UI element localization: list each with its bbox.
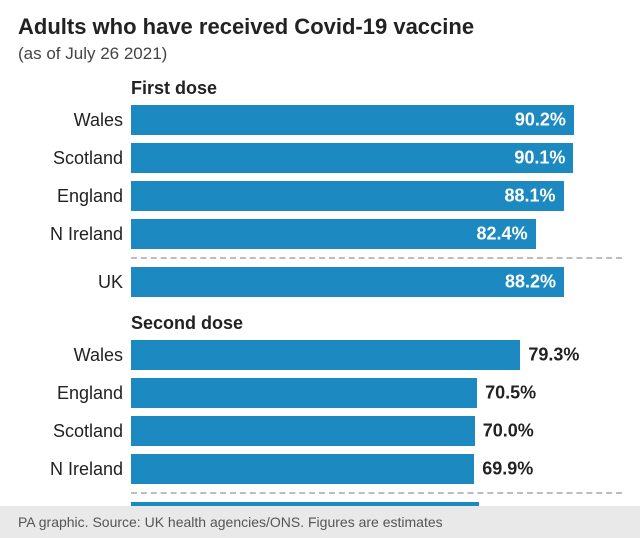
bar-value: 70.0% bbox=[483, 421, 534, 442]
bar-row: N Ireland 69.9% bbox=[18, 452, 622, 486]
bar-track: 70.5% bbox=[131, 378, 622, 408]
bar-fill bbox=[131, 340, 520, 370]
chart-footer: PA graphic. Source: UK health agencies/O… bbox=[0, 506, 640, 538]
bar-value: 88.2% bbox=[505, 272, 556, 293]
chart-container: Adults who have received Covid-19 vaccin… bbox=[0, 0, 640, 538]
bar-track: 88.2% bbox=[131, 267, 622, 297]
row-label: N Ireland bbox=[18, 459, 131, 480]
chart-subtitle: (as of July 26 2021) bbox=[18, 44, 622, 64]
bar-value: 79.3% bbox=[528, 345, 579, 366]
bar-value: 90.1% bbox=[514, 148, 565, 169]
section-divider bbox=[131, 257, 622, 259]
section-heading: Second dose bbox=[131, 313, 622, 334]
row-label: N Ireland bbox=[18, 224, 131, 245]
bar-fill: 82.4% bbox=[131, 219, 536, 249]
bar-fill: 90.2% bbox=[131, 105, 574, 135]
row-label: England bbox=[18, 186, 131, 207]
chart-title: Adults who have received Covid-19 vaccin… bbox=[18, 14, 622, 40]
bar-track: 90.1% bbox=[131, 143, 622, 173]
bar-track: 90.2% bbox=[131, 105, 622, 135]
bar-track: 82.4% bbox=[131, 219, 622, 249]
bar-fill: 88.2% bbox=[131, 267, 564, 297]
bar-fill bbox=[131, 416, 475, 446]
bar-value: 88.1% bbox=[505, 186, 556, 207]
bar-row: England 70.5% bbox=[18, 376, 622, 410]
section-divider bbox=[131, 492, 622, 494]
bar-row: Wales 79.3% bbox=[18, 338, 622, 372]
bar-fill: 90.1% bbox=[131, 143, 573, 173]
bar-row: Scotland 90.1% bbox=[18, 141, 622, 175]
bar-value: 69.9% bbox=[482, 459, 533, 480]
bar-fill: 88.1% bbox=[131, 181, 564, 211]
row-label: Wales bbox=[18, 345, 131, 366]
bar-row: Scotland 70.0% bbox=[18, 414, 622, 448]
bar-track: 88.1% bbox=[131, 181, 622, 211]
bar-track: 69.9% bbox=[131, 454, 622, 484]
row-label: England bbox=[18, 383, 131, 404]
bar-value: 82.4% bbox=[477, 224, 528, 245]
bar-fill bbox=[131, 378, 477, 408]
bar-row: N Ireland 82.4% bbox=[18, 217, 622, 251]
bar-track: 79.3% bbox=[131, 340, 622, 370]
bar-value: 70.5% bbox=[485, 383, 536, 404]
bar-row: Wales 90.2% bbox=[18, 103, 622, 137]
row-label: Wales bbox=[18, 110, 131, 131]
bar-fill bbox=[131, 454, 474, 484]
chart-section: Second doseWales 79.3% England 70.5% Scotlan… bbox=[18, 313, 622, 534]
bar-track: 70.0% bbox=[131, 416, 622, 446]
bar-value: 90.2% bbox=[515, 110, 566, 131]
chart-section: First doseWales 90.2% Scotland 90.1% England… bbox=[18, 78, 622, 299]
chart-body: First doseWales90.2%Scotland90.1%England… bbox=[18, 78, 622, 534]
section-heading: First dose bbox=[131, 78, 622, 99]
row-label: Scotland bbox=[18, 421, 131, 442]
bar-row: England 88.1% bbox=[18, 179, 622, 213]
bar-row: UK 88.2% bbox=[18, 265, 622, 299]
row-label: UK bbox=[18, 272, 131, 293]
row-label: Scotland bbox=[18, 148, 131, 169]
